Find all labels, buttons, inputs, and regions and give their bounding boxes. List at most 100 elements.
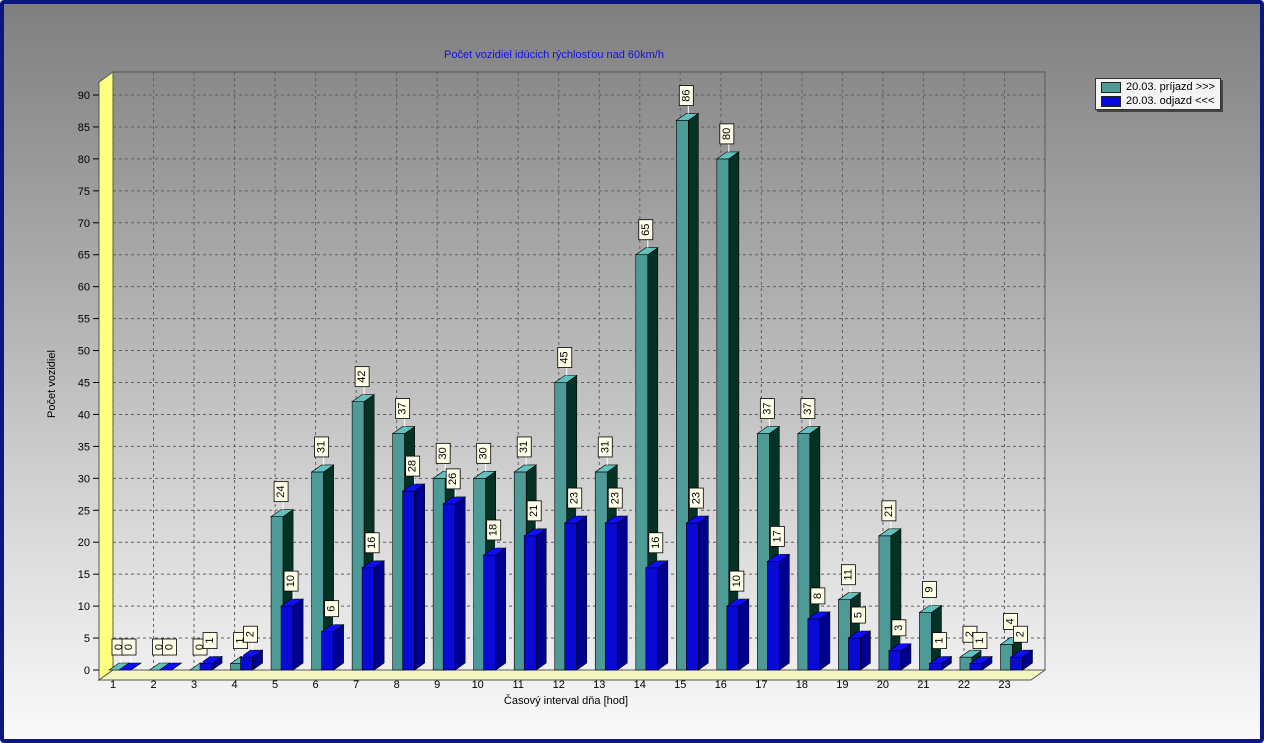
data-label: 8 (812, 593, 824, 599)
data-label-box (638, 219, 654, 241)
data-label-box (283, 570, 299, 592)
bar-top (756, 426, 781, 434)
data-label: 37 (397, 402, 409, 414)
data-label-box (810, 587, 826, 605)
y-tick-label: 30 (78, 473, 90, 485)
data-label: 86 (680, 89, 692, 101)
data-label-box (202, 632, 218, 650)
x-tick-label: 4 (232, 679, 238, 691)
bar-departure (644, 560, 669, 671)
bar-departure (523, 528, 548, 671)
bar-departure (766, 553, 791, 671)
data-label: 37 (802, 402, 814, 414)
data-label: 4 (1004, 618, 1016, 624)
x-tick-label: 2 (150, 679, 156, 691)
bar-front (402, 490, 415, 671)
bar-top (391, 426, 416, 434)
data-label-box (445, 468, 461, 490)
bar-top (675, 113, 700, 121)
bar-top (766, 554, 791, 562)
x-tick-label: 6 (313, 679, 319, 691)
data-label: 1 (974, 638, 986, 644)
data-label: 10 (285, 575, 297, 587)
bar-arrival (310, 464, 335, 671)
bar-departure (725, 598, 750, 671)
data-label: 2 (245, 631, 257, 637)
data-label: 30 (478, 447, 490, 459)
bar-front (807, 618, 821, 671)
data-label: 2 (964, 631, 976, 637)
x-tick-label: 19 (836, 679, 848, 691)
bar-top (351, 394, 376, 402)
bar-departure (280, 598, 305, 671)
bar-front (969, 663, 983, 671)
bar-departure (563, 515, 588, 671)
data-label: 24 (275, 486, 287, 498)
bar-top (563, 515, 588, 524)
bar-side (454, 496, 466, 671)
data-label: 31 (316, 441, 328, 453)
bar-front (716, 158, 730, 671)
data-label-box (840, 564, 856, 586)
x-tick-label: 12 (553, 679, 565, 691)
bar-front (442, 503, 456, 671)
data-label: 45 (559, 351, 571, 363)
data-label-box (972, 632, 988, 650)
x-tick-label: 10 (472, 679, 484, 691)
data-label: 11 (842, 569, 854, 580)
data-label-box (729, 570, 745, 592)
data-label: 0 (154, 644, 166, 650)
bar-side (333, 624, 344, 671)
y-tick-label: 75 (78, 186, 90, 198)
x-tick-label: 18 (796, 679, 808, 691)
bar-top (513, 464, 538, 473)
x-tick-label: 14 (634, 679, 646, 691)
data-label: 28 (407, 460, 419, 472)
bar-departure (482, 547, 507, 671)
data-label: 21 (883, 505, 895, 517)
bar-front (523, 535, 537, 671)
bar-front (645, 567, 659, 671)
bar-front (848, 637, 861, 671)
bar-top (928, 656, 953, 664)
x-tick-label: 15 (674, 679, 686, 691)
bar-top (523, 528, 548, 537)
bar-top (969, 656, 993, 664)
bar-arrival (715, 151, 740, 671)
data-label: 2 (1014, 631, 1026, 637)
bar-side (535, 528, 547, 671)
bar-top (158, 662, 183, 671)
bar-top (887, 643, 912, 652)
bar-departure (806, 611, 831, 671)
data-label-box (364, 532, 380, 554)
data-label: 5 (852, 612, 864, 618)
y-tick-label: 45 (78, 378, 90, 390)
bar-top (877, 528, 902, 537)
y-tick-label: 35 (78, 441, 90, 453)
data-label-box (162, 638, 177, 656)
legend-swatch-arrival (1101, 81, 1121, 93)
data-label-box (486, 519, 502, 541)
y-tick-label: 80 (78, 154, 90, 166)
bar-top (806, 611, 831, 620)
bar-side (414, 483, 425, 671)
x-axis-label: Časový interval dňa [hod] (503, 695, 629, 707)
data-label-box (435, 442, 451, 464)
bar-top (685, 515, 710, 524)
data-label-box (922, 581, 937, 598)
y-tick-label: 90 (78, 90, 90, 102)
bar-side (819, 611, 831, 671)
bar-front (888, 650, 902, 671)
data-label: 17 (771, 530, 783, 542)
bar-side (738, 598, 750, 671)
y-tick-label: 65 (78, 250, 90, 262)
bar-front (767, 561, 780, 671)
bar-top (1009, 649, 1034, 658)
data-label: 0 (164, 644, 176, 650)
bar-top (837, 592, 862, 601)
data-label-box (891, 619, 907, 637)
x-tick-label: 21 (917, 679, 929, 691)
bar-top (472, 471, 497, 479)
bar-departure (401, 483, 426, 671)
